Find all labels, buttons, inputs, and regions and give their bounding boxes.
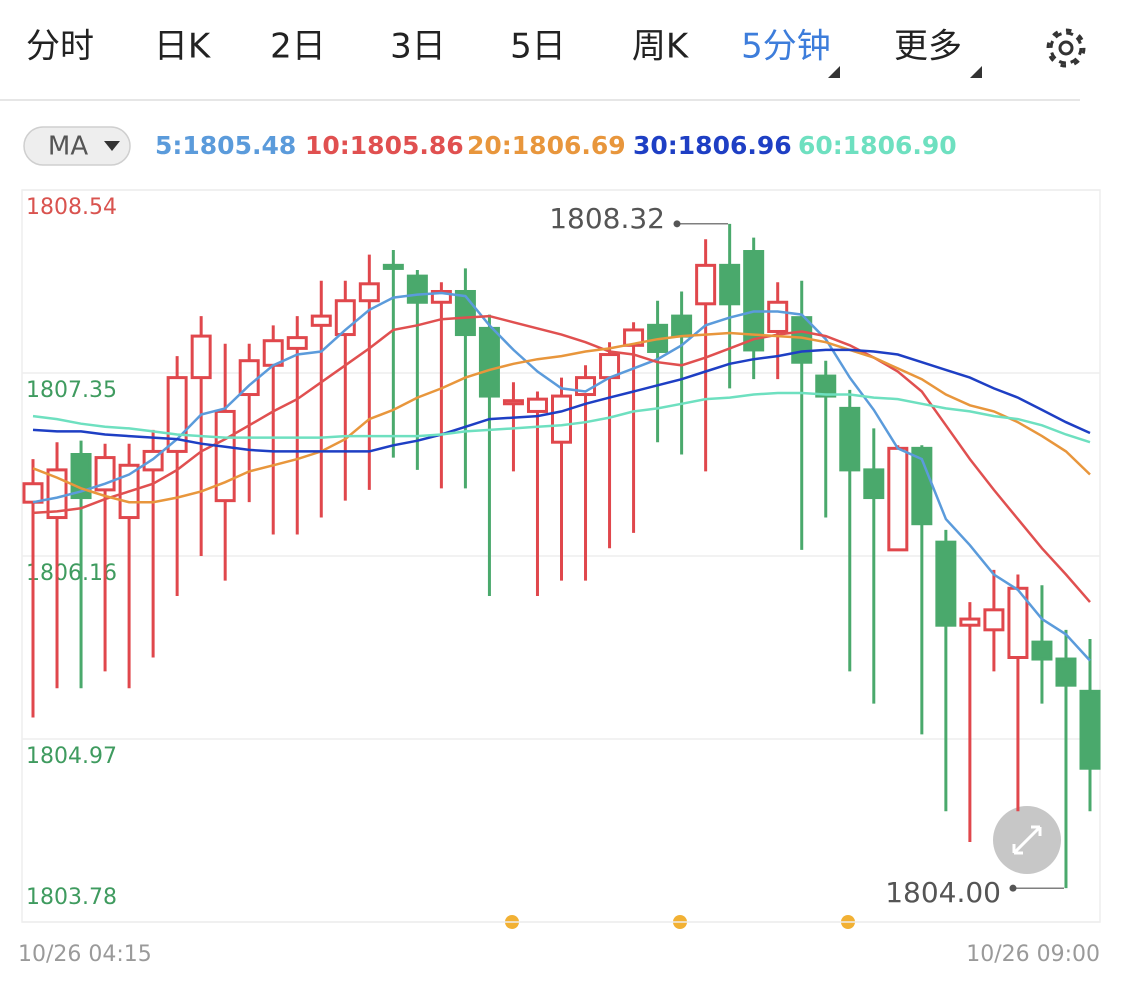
candle-body [46,468,68,520]
y-tick-label: 1806.16 [26,561,117,586]
candle-body [983,608,1005,632]
candle-body [430,289,452,304]
legend-entry: 20:1806.69 [467,131,626,160]
tab[interactable]: 日K [154,27,212,67]
candle-body [214,409,236,503]
ma-line [32,391,1091,444]
candle-body [815,374,837,398]
x-tick-label: 10/26 09:00 [966,942,1100,967]
ma-line [32,348,1091,453]
candle-body [406,274,428,304]
candle-body [623,328,645,347]
candle-body [358,282,380,303]
candle-body [935,540,957,627]
zoom-button[interactable] [993,806,1061,874]
dropdown-arrow [104,141,120,151]
candle-body [671,314,693,338]
legend-entry: 30:1806.96 [633,131,792,160]
tab[interactable]: 更多 [894,27,962,67]
candle-body [382,263,404,270]
y-tick-label: 1807.35 [26,378,117,403]
settings-icon[interactable] [1046,28,1086,68]
candle-body [1055,657,1077,687]
x-tick-label: 10/26 04:15 [18,942,152,967]
legend-entry: 10:1805.86 [305,131,464,160]
candle-body [286,336,308,350]
candle-body [1007,586,1029,659]
candle-body [310,314,332,327]
candle-body [1031,640,1053,661]
ma-line [32,314,1091,603]
candle-body [190,334,212,380]
tab[interactable]: 2日 [270,27,326,67]
legend-entry: 5:1805.48 [155,131,296,160]
tab[interactable]: 5日 [510,27,566,67]
candle-body [526,397,548,413]
candle-body [767,300,789,333]
candle-body [743,250,765,352]
gear-hole [1058,40,1074,56]
tab[interactable]: 周K [632,27,690,67]
tab[interactable]: 分时 [26,27,94,67]
gear-teeth [1046,28,1086,68]
candle-body [22,482,44,504]
gear-teeth [1049,31,1083,65]
indicator-label: MA [48,132,88,162]
ma-line [32,291,1091,662]
indicator-dropdown[interactable] [23,126,131,166]
min-dot [1009,884,1017,892]
candle-body [863,468,885,500]
y-tick-label: 1803.78 [26,885,117,910]
ma-line [32,331,1091,504]
tab[interactable]: 3日 [390,27,446,67]
zoom-arrows [1012,825,1042,855]
candle-body [238,359,260,397]
candle-body [502,399,524,406]
candle-body [1079,689,1101,770]
y-tick-label: 1804.97 [26,744,117,769]
max-dot [673,220,681,228]
candle-body [959,617,981,627]
candle-body [695,263,717,306]
max-label: 1808.32 [549,202,665,235]
tab[interactable]: 5分钟 [741,27,831,67]
tab-bar: 分时 日K 2日 3日 5日 周K 5分钟 更多 [26,27,962,67]
candle-body [839,406,861,472]
candle-body [887,446,909,552]
candle-body [551,394,572,444]
dropdown-arrow [828,66,840,78]
min-label: 1804.00 [885,876,1001,909]
candle-body [478,326,500,398]
legend-entry: 60:1806.90 [798,131,957,160]
candle-body [719,263,741,306]
dropdown-arrow [970,66,982,78]
y-tick-label: 1808.54 [26,195,117,220]
